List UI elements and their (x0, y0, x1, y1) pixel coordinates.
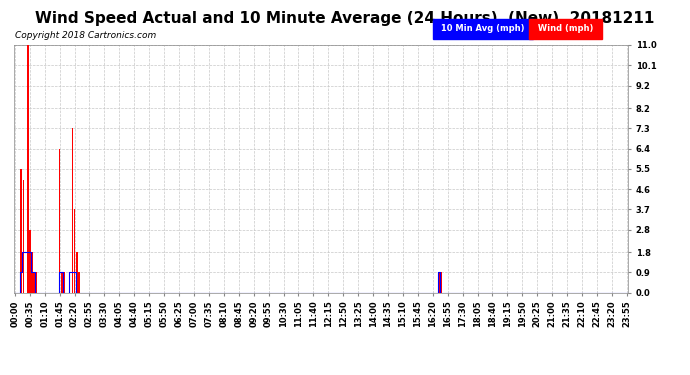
Bar (61, 272, 63, 292)
Text: Copyright 2018 Cartronics.com: Copyright 2018 Cartronics.com (15, 32, 156, 40)
Bar (440, 272, 442, 292)
Bar (76, 252, 77, 292)
Text: Wind (mph): Wind (mph) (535, 24, 596, 33)
Bar (63, 272, 65, 292)
Bar (78, 272, 79, 292)
Text: 10 Min Avg (mph): 10 Min Avg (mph) (438, 24, 528, 33)
Bar (31, 252, 33, 292)
Bar (29, 230, 30, 292)
Bar (35, 272, 37, 292)
Bar (59, 148, 61, 292)
Text: Wind Speed Actual and 10 Minute Average (24 Hours)  (New)  20181211: Wind Speed Actual and 10 Minute Average … (35, 11, 655, 26)
Bar (74, 209, 75, 292)
Bar (72, 128, 73, 292)
Bar (33, 272, 35, 292)
Bar (21, 169, 22, 292)
Bar (27, 45, 28, 292)
Bar (23, 180, 24, 292)
Bar (438, 272, 440, 292)
